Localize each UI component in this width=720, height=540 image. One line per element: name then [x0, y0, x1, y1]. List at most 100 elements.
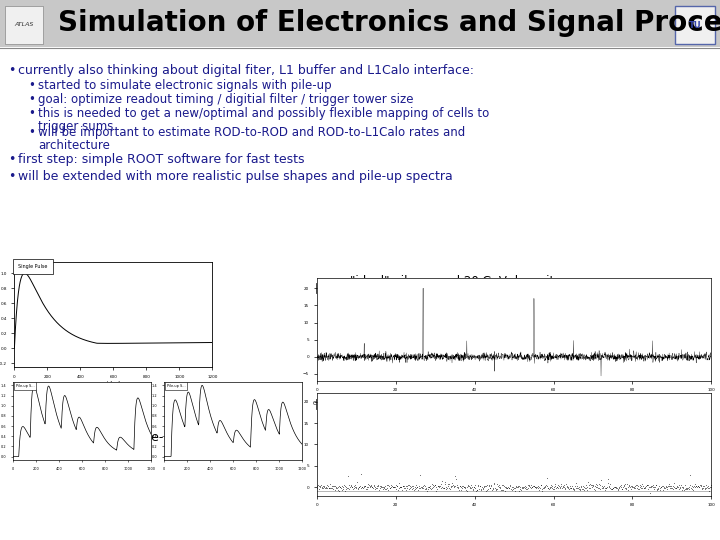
- Point: [645, 482, 657, 490]
- Point: [653, 482, 665, 490]
- Point: [556, 484, 567, 492]
- Text: first step: simple ROOT software for fast tests: first step: simple ROOT software for fas…: [18, 153, 305, 166]
- Point: [597, 482, 608, 491]
- Point: [503, 483, 514, 492]
- Point: [656, 482, 667, 490]
- Point: [672, 484, 684, 493]
- Point: [397, 482, 409, 490]
- Point: [388, 483, 400, 491]
- Point: [504, 482, 516, 491]
- Point: [480, 482, 491, 491]
- Point: [530, 484, 541, 492]
- Point: [598, 482, 610, 490]
- Point: [341, 482, 352, 491]
- Point: [649, 484, 660, 493]
- Point: [650, 481, 662, 489]
- Point: [480, 482, 492, 490]
- Point: [472, 481, 484, 490]
- Point: [397, 482, 408, 491]
- Point: [609, 483, 621, 491]
- Point: [387, 483, 398, 491]
- Point: [318, 482, 330, 491]
- Point: [668, 478, 680, 487]
- Point: [515, 482, 526, 491]
- Point: [639, 484, 651, 492]
- Point: [472, 486, 483, 495]
- Point: [336, 484, 347, 493]
- Point: [682, 483, 693, 492]
- Point: [339, 487, 351, 495]
- Point: [518, 483, 529, 492]
- Point: [395, 482, 407, 491]
- Point: [564, 482, 575, 491]
- Point: [446, 482, 458, 490]
- Point: [466, 481, 477, 489]
- Point: [429, 481, 441, 489]
- Point: [582, 478, 594, 487]
- Point: [316, 483, 328, 492]
- Point: [400, 483, 411, 492]
- Point: [438, 484, 449, 492]
- Point: [364, 482, 376, 490]
- Point: [340, 484, 351, 493]
- Point: [528, 482, 540, 490]
- Point: [405, 482, 416, 490]
- Point: [671, 482, 683, 491]
- Point: [445, 482, 456, 490]
- Point: [420, 485, 431, 494]
- Point: [651, 484, 662, 493]
- Point: [379, 482, 391, 490]
- Point: [698, 482, 710, 490]
- Point: [439, 478, 451, 487]
- Point: [637, 482, 649, 490]
- Point: [414, 484, 426, 492]
- Point: [390, 483, 401, 492]
- Point: [570, 482, 581, 491]
- Point: [567, 484, 579, 492]
- Point: [579, 483, 590, 491]
- Point: [616, 481, 627, 489]
- Point: [583, 481, 595, 489]
- Point: [627, 483, 639, 491]
- Point: [478, 483, 490, 491]
- Point: [420, 483, 432, 492]
- Text: cm: cm: [218, 431, 241, 444]
- Text: Simulation of Electronics and Signal Processing: Simulation of Electronics and Signal Pro…: [58, 9, 720, 37]
- Point: [479, 482, 490, 490]
- Text: •: •: [28, 107, 35, 120]
- Point: [369, 484, 381, 493]
- Point: [469, 483, 480, 492]
- Point: [642, 481, 653, 489]
- Text: trigger sums: trigger sums: [38, 120, 113, 133]
- Point: [433, 482, 444, 491]
- Point: [653, 484, 665, 493]
- Point: [346, 481, 357, 489]
- Point: [409, 483, 420, 491]
- Point: [672, 483, 684, 491]
- Point: [469, 484, 481, 492]
- Point: [563, 483, 575, 492]
- Point: [636, 482, 647, 491]
- Point: [688, 482, 700, 491]
- Point: [506, 485, 518, 494]
- Point: [415, 471, 426, 480]
- FancyBboxPatch shape: [315, 399, 369, 408]
- Point: [396, 482, 408, 491]
- Point: [346, 483, 358, 491]
- Point: [448, 483, 459, 492]
- Point: [670, 484, 681, 493]
- Point: [524, 483, 536, 492]
- Point: [685, 483, 697, 492]
- Point: [399, 484, 410, 492]
- Point: [477, 483, 488, 492]
- Point: [622, 485, 634, 494]
- Point: [608, 484, 619, 492]
- Point: [385, 483, 397, 491]
- Point: [552, 483, 563, 491]
- Point: [320, 483, 331, 491]
- Point: [329, 482, 341, 491]
- Point: [596, 484, 608, 492]
- Point: [495, 483, 506, 491]
- Point: [440, 484, 451, 493]
- Point: [508, 483, 519, 492]
